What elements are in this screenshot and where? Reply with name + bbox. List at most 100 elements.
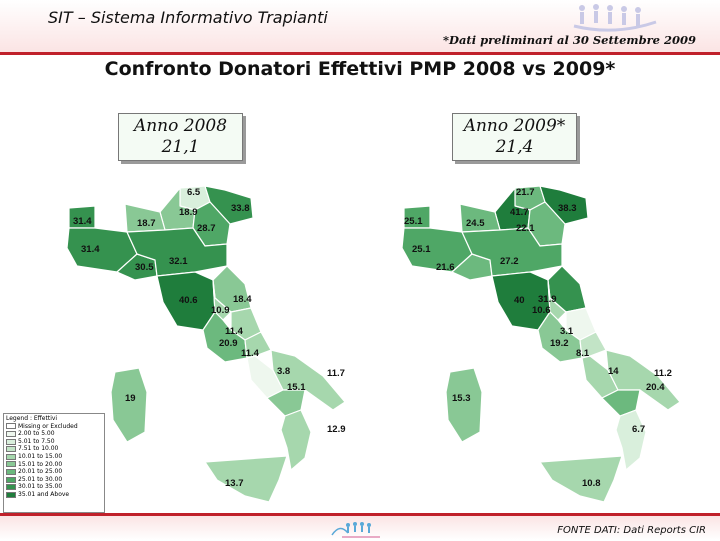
value-abruzzo: 11.4 (225, 326, 244, 337)
value-toscana: 40 (514, 295, 525, 306)
map-legend: Legend : Effettivi Missing or Excluded 2.… (3, 413, 105, 513)
legend-label: 10.01 to 15.00 (18, 452, 63, 460)
value-marche: 18.4 (233, 294, 252, 305)
legend-item: Missing or Excluded (6, 423, 102, 431)
legend-title: Legend : Effettivi (6, 415, 58, 422)
footer-bar: FONTE DATI: Dati Reports CIR (0, 513, 720, 540)
region-sardegna (110, 367, 148, 443)
legend-swatch (6, 438, 16, 445)
value-liguria: 21.6 (436, 262, 455, 273)
page-title: Confronto Donatori Effettivi PMP 2008 vs… (104, 58, 616, 80)
legend-swatch (6, 476, 16, 483)
legend-swatch (6, 423, 16, 430)
legend-label: 30.01 to 35.00 (18, 483, 63, 491)
map-2009: 21.7 41.7 38.3 25.1 24.5 22.1 25.1 21.6 … (401, 185, 681, 503)
value-campania: 3.8 (277, 366, 290, 377)
value-sardegna: 19 (125, 393, 136, 404)
legend-label: 25.01 to 30.00 (18, 475, 63, 483)
value-calabria: 6.7 (632, 424, 645, 435)
map-2008-labels: 6.5 18.9 33.8 31.4 18.7 28.7 31.4 30.5 3… (73, 187, 346, 489)
value-lazio: 20.9 (219, 338, 238, 349)
region-sicilia (204, 455, 288, 503)
legend-label: 20.01 to 25.00 (18, 468, 63, 476)
legend-swatch (6, 468, 16, 475)
value-lombardia-west: 24.5 (466, 218, 485, 229)
legend-swatch (6, 453, 16, 460)
value-sardegna: 15.3 (452, 393, 471, 404)
legend-label: 35.01 and Above (18, 490, 70, 498)
legend-item: 10.01 to 15.00 (6, 453, 102, 461)
value-piemonte: 25.1 (412, 244, 431, 255)
legend-item: 7.51 to 10.00 (6, 445, 102, 453)
preliminary-data-note: *Dati preliminari al 30 Settembre 2009 (442, 33, 696, 47)
year-2008-box: Anno 2008 21,1 (118, 113, 243, 161)
value-piemonte: 31.4 (81, 244, 100, 255)
legend-swatch (6, 430, 16, 437)
year-2009-label: Anno 2009* (463, 116, 566, 136)
legend-label: 2.00 to 5.00 (18, 430, 55, 438)
value-basilicata: 15.1 (287, 382, 306, 393)
legend-item: 35.01 and Above (6, 491, 102, 499)
value-sicilia: 10.8 (582, 478, 601, 489)
value-calabria: 12.9 (327, 424, 346, 435)
legend-item: 5.01 to 7.50 (6, 438, 102, 446)
legend-item: 15.01 to 20.00 (6, 461, 102, 469)
value-emilia-romagna: 32.1 (169, 256, 188, 267)
value-abruzzo: 3.1 (560, 326, 574, 337)
value-campania: 14 (608, 366, 619, 377)
region-molise (579, 331, 607, 359)
legend-swatch (6, 461, 16, 468)
value-lombardia: 41.7 (510, 207, 529, 218)
region-sicilia (539, 455, 623, 503)
value-veneto: 28.7 (197, 223, 216, 234)
value-molise: 11.4 (241, 348, 260, 359)
value-trentino: 6.5 (187, 187, 201, 198)
value-emilia-romagna: 27.2 (500, 256, 519, 267)
year-2009-box: Anno 2009* 21,4 (452, 113, 577, 161)
cnt-logo-icon (331, 522, 380, 538)
legend-item: 2.00 to 5.00 (6, 430, 102, 438)
value-lombardia: 18.9 (179, 207, 198, 218)
value-puglia: 11.7 (327, 368, 345, 379)
value-valle-aosta: 25.1 (404, 216, 423, 227)
value-puglia: 11.2 (654, 368, 672, 379)
legend-item: 30.01 to 35.00 (6, 483, 102, 491)
value-marche: 31.9 (538, 294, 557, 305)
region-calabria (280, 409, 312, 471)
legend-swatch (6, 446, 16, 453)
year-2008-label: Anno 2008 (133, 116, 228, 136)
legend-item: 20.01 to 25.00 (6, 468, 102, 476)
header-bar: SIT – Sistema Informativo Trapianti *Dat… (0, 0, 720, 55)
legend-label: 5.01 to 7.50 (18, 437, 55, 445)
region-basilicata (266, 389, 306, 417)
region-umbria (212, 279, 232, 321)
region-basilicata (601, 389, 641, 417)
value-sicilia: 13.7 (225, 478, 244, 489)
data-source: FONTE DATI: Dati Reports CIR (557, 525, 706, 536)
value-lombardia-west: 18.7 (137, 218, 156, 229)
legend-label: 15.01 to 20.00 (18, 460, 63, 468)
value-liguria: 30.5 (135, 262, 154, 273)
map-2009-labels: 21.7 41.7 38.3 25.1 24.5 22.1 25.1 21.6 … (404, 187, 672, 489)
region-sardegna (445, 367, 483, 443)
region-umbria (547, 279, 567, 321)
legend-swatch (6, 491, 16, 498)
value-trentino: 21.7 (516, 187, 535, 198)
value-friuli: 33.8 (231, 203, 250, 214)
value-friuli: 38.3 (558, 203, 577, 214)
value-umbria: 10.6 (532, 305, 551, 316)
year-2009-value: 21,4 (495, 137, 534, 157)
legend-item: 25.01 to 30.00 (6, 476, 102, 484)
value-umbria: 10.9 (211, 305, 230, 316)
map-2008: 6.5 18.9 33.8 31.4 18.7 28.7 31.4 30.5 3… (66, 185, 346, 503)
sit-logo-icon (573, 4, 657, 32)
value-lazio: 19.2 (550, 338, 569, 349)
legend-label: Missing or Excluded (18, 422, 78, 430)
region-puglia (270, 349, 346, 411)
value-toscana: 40.6 (179, 295, 198, 306)
value-molise: 8.1 (576, 348, 590, 359)
legend-swatch (6, 484, 16, 491)
year-2008-value: 21,1 (161, 137, 200, 157)
header-title: SIT – Sistema Informativo Trapianti (48, 8, 328, 27)
value-basilicata: 20.4 (646, 382, 665, 393)
